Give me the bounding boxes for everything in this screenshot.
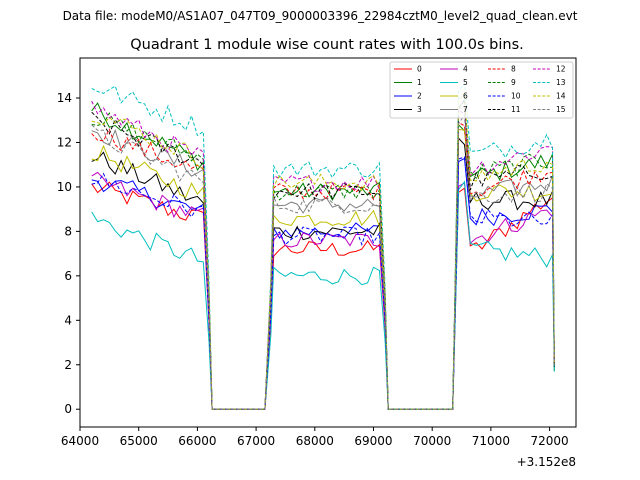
legend-label-6: 6: [463, 92, 468, 101]
x-axis-offset-label: +3.152e8: [517, 455, 576, 469]
x-tick-label: 72000: [530, 434, 568, 448]
chart-title: Quadrant 1 module wise count rates with …: [130, 37, 524, 53]
legend-label-5: 5: [463, 78, 468, 87]
x-tick-label: 69000: [354, 434, 392, 448]
series-line-9: [91, 97, 555, 410]
legend-label-7: 7: [463, 105, 468, 114]
x-tick-label: 67000: [237, 434, 275, 448]
legend-label-0: 0: [417, 65, 422, 74]
legend-label-9: 9: [511, 78, 516, 87]
chart-suptitle: Data file: modeM0/AS1A07_047T09_90000033…: [63, 9, 578, 23]
x-axis: 64000 65000 66000 67000 68000 69000 70000 71000…: [61, 427, 569, 448]
legend-label-13: 13: [556, 78, 566, 87]
x-tick-label: 70000: [413, 434, 451, 448]
x-tick-label: 64000: [61, 434, 99, 448]
x-tick-label: 65000: [120, 434, 158, 448]
y-tick-label: 8: [64, 224, 72, 238]
series-line-7: [91, 105, 555, 410]
y-tick-label: 2: [64, 358, 72, 372]
legend-label-12: 12: [556, 65, 566, 74]
series-layer: [91, 81, 555, 410]
legend-label-15: 15: [556, 105, 566, 114]
legend-label-10: 10: [511, 92, 521, 101]
y-tick-label: 12: [57, 135, 72, 149]
y-tick-label: 0: [64, 402, 72, 416]
legend-label-14: 14: [556, 92, 566, 101]
plot-area: [79, 57, 577, 428]
series-line-1: [91, 102, 555, 410]
x-tick-label: 71000: [472, 434, 510, 448]
series-line-6: [91, 128, 555, 410]
y-tick-label: 6: [64, 269, 72, 283]
series-line-4: [91, 171, 555, 410]
series-line-5: [91, 180, 555, 410]
series-line-8: [91, 121, 555, 410]
series-line-15: [91, 113, 555, 410]
legend-box: [389, 61, 574, 119]
series-line-12: [91, 100, 555, 410]
series-line-10: [91, 156, 555, 410]
y-axis: 0 2 4 6 8 10 12 14: [57, 91, 80, 416]
series-line-13: [91, 81, 555, 410]
legend-label-3: 3: [417, 105, 422, 114]
y-tick-label: 14: [57, 91, 72, 105]
legend-label-8: 8: [511, 65, 516, 74]
legend-label-1: 1: [417, 78, 422, 87]
x-tick-label: 66000: [178, 434, 216, 448]
y-tick-label: 4: [64, 313, 72, 327]
legend-label-2: 2: [417, 92, 422, 101]
legend-label-4: 4: [463, 65, 468, 74]
legend-label-11: 11: [511, 105, 521, 114]
series-line-14: [91, 91, 555, 410]
y-tick-label: 10: [57, 180, 72, 194]
x-tick-label: 68000: [296, 434, 334, 448]
